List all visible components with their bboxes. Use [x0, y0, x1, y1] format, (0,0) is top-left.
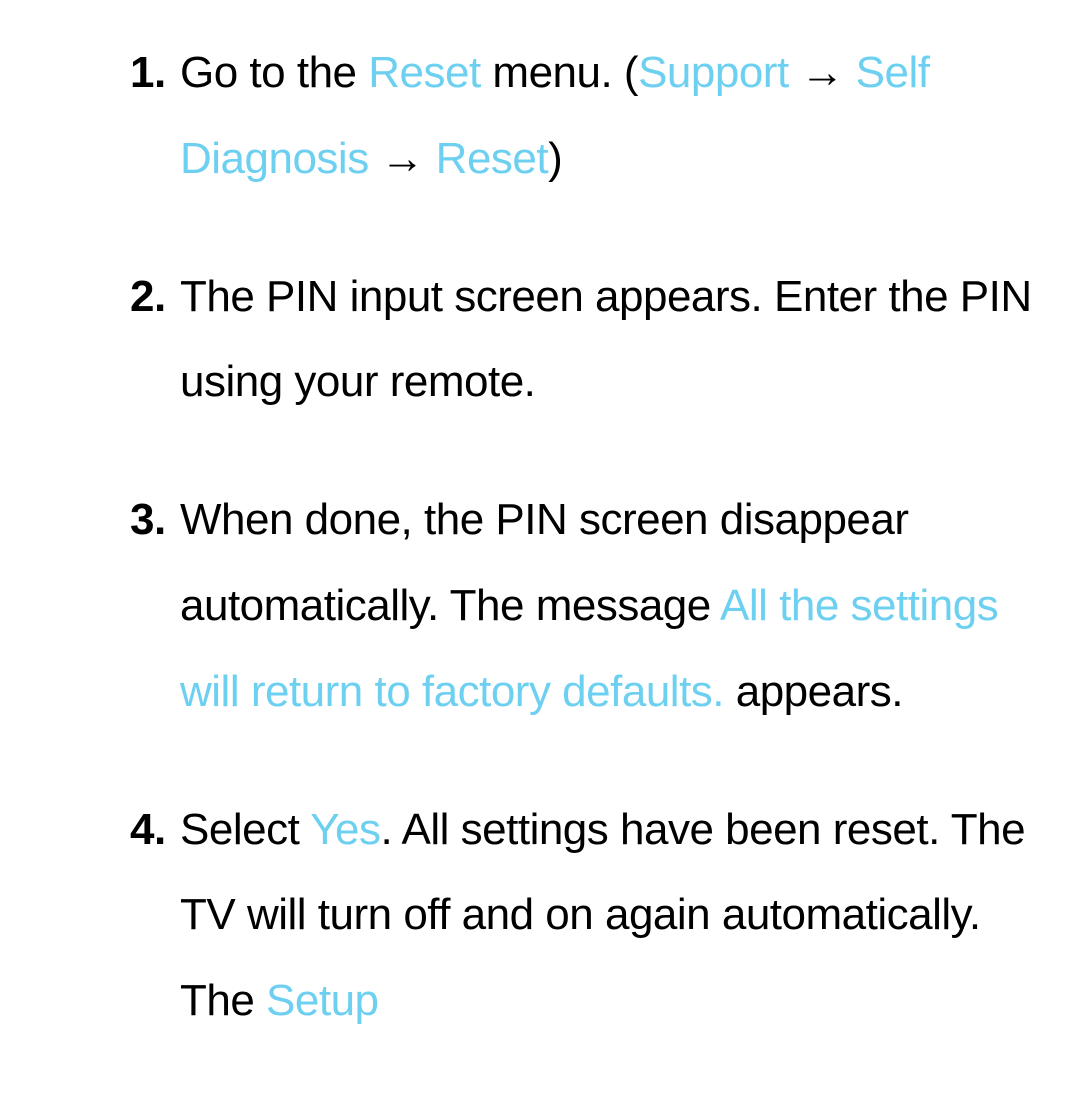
step-3: When done, the PIN screen disappear auto… [20, 477, 1060, 734]
highlight-support: Support [638, 48, 789, 97]
text-segment: appears. [724, 667, 903, 716]
step-4: Select Yes. All settings have been reset… [20, 787, 1060, 1044]
highlight-reset: Reset [368, 48, 480, 97]
text-segment: Go to the [180, 48, 368, 97]
highlight-yes: Yes [310, 805, 380, 854]
step-1: Go to the Reset menu. (Support → Self Di… [20, 30, 1060, 202]
text-segment: ) [548, 134, 562, 183]
step-2: The PIN input screen appears. Enter the … [20, 254, 1060, 426]
text-segment: Select [180, 805, 310, 854]
text-segment: The PIN input screen appears. Enter the … [180, 272, 1032, 407]
text-segment: menu. ( [481, 48, 638, 97]
arrow-icon: → [789, 48, 856, 97]
instruction-list: Go to the Reset menu. (Support → Self Di… [20, 30, 1060, 1044]
highlight-reset-2: Reset [436, 134, 548, 183]
arrow-icon: → [369, 134, 436, 183]
highlight-setup: Setup [266, 976, 378, 1025]
